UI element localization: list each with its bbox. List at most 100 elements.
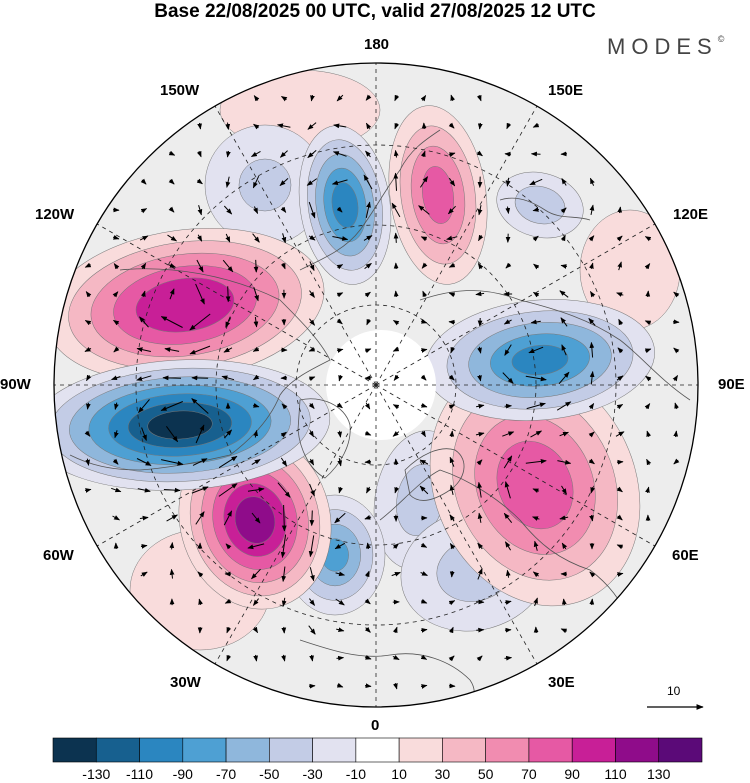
wind-vector: [422, 290, 428, 298]
wind-vector: [391, 202, 401, 218]
wind-vector: [138, 399, 150, 414]
wind-vector: [448, 152, 456, 157]
wind-vector: [309, 598, 315, 606]
coastline-scandinavia: [404, 448, 465, 501]
wind-vector: [253, 259, 259, 273]
wind-vector: [85, 291, 92, 298]
wind-vector: [560, 234, 566, 242]
wind-vector: [392, 654, 400, 661]
wind-vector: [364, 626, 371, 633]
wind-vector: [253, 206, 259, 215]
wind-vector: [225, 286, 231, 303]
wind-vector: [477, 346, 482, 354]
wind-vector: [169, 568, 175, 579]
anomaly-contour: [147, 410, 213, 440]
wind-vector: [505, 569, 511, 578]
meridian: [96, 384, 377, 547]
wind-vector: [558, 371, 570, 385]
chart-title: Base 22/08/2025 00 UTC, valid 27/08/2025…: [154, 1, 596, 22]
wind-vector: [364, 263, 372, 269]
wind-vector: [644, 236, 652, 242]
lon-label-60e: 60E: [672, 547, 699, 564]
wind-vector: [420, 654, 428, 660]
wind-vector: [618, 318, 624, 326]
wind-vector: [252, 403, 260, 408]
wind-vector: [111, 487, 122, 493]
wind-vector: [420, 542, 428, 548]
wind-vector: [281, 654, 286, 662]
wind-vector: [559, 431, 569, 437]
wind-vector: [673, 291, 680, 298]
wind-vector: [392, 431, 400, 437]
wind-vector: [672, 319, 680, 325]
wind-vector: [309, 483, 315, 497]
wind-vector: [336, 402, 343, 409]
coastline-siberia: [419, 290, 691, 401]
wind-vector: [533, 540, 539, 551]
wind-vector: [447, 205, 456, 215]
wind-vector: [528, 346, 544, 354]
colorbar-swatch: [139, 737, 184, 763]
brand-name: MODES: [607, 34, 718, 59]
wind-vector: [334, 512, 346, 524]
colorbar-tick-label: 50: [477, 766, 494, 782]
coastline-kamchatka: [499, 197, 591, 221]
wind-vector: [532, 488, 540, 494]
wind-vector: [364, 570, 370, 578]
colorbar-swatch: [485, 737, 530, 763]
anomaly-contour: [238, 158, 292, 212]
wind-vector: [252, 233, 260, 243]
wind-vector: [226, 654, 232, 662]
wind-vector: [588, 235, 595, 242]
wind-vector: [112, 235, 120, 240]
wind-vector: [140, 544, 148, 549]
coastline-alaska: [299, 129, 441, 271]
wind-vector: [504, 655, 513, 661]
wind-vector: [252, 175, 260, 189]
wind-vector: [225, 176, 231, 188]
wind-vector: [532, 235, 539, 242]
wind-vector: [307, 122, 317, 130]
wind-vector: [140, 571, 148, 577]
wind-vector: [505, 262, 512, 269]
colorbar: [52, 737, 703, 763]
wind-vector: [478, 234, 484, 242]
wind-vector: [195, 511, 205, 525]
wind-vectors: [84, 94, 680, 690]
wind-vector: [557, 459, 572, 465]
meridian: [96, 223, 377, 386]
colorbar-tick-label: -130: [82, 766, 111, 782]
wind-vector: [561, 177, 567, 186]
wind-vector: [673, 347, 680, 354]
wind-vector: [189, 345, 211, 355]
wind-vector: [281, 626, 287, 634]
wind-vector: [560, 207, 567, 214]
wind-vector: [448, 655, 455, 662]
anomaly-contour: [421, 166, 455, 224]
anomaly-neg-150w: [204, 124, 326, 246]
wind-vector: [589, 371, 595, 385]
wind-vector: [141, 290, 146, 298]
meridian: [375, 384, 538, 665]
wind-vector: [525, 375, 547, 382]
wind-vector: [253, 598, 259, 606]
wind-vector: [140, 178, 147, 185]
wind-vector: [449, 514, 455, 522]
wind-vector: [307, 150, 317, 158]
wind-vector: [137, 487, 151, 493]
wind-vector: [334, 542, 346, 550]
anomaly-neg-85w: [54, 359, 331, 491]
wind-vector: [617, 206, 623, 214]
wind-vector: [84, 488, 92, 493]
wind-vector: [336, 94, 344, 102]
wind-vector: [674, 402, 679, 410]
wind-vector: [450, 346, 456, 354]
wind-vector: [391, 571, 401, 577]
wind-vector: [419, 176, 429, 188]
wind-vector: [310, 94, 315, 102]
wind-vector: [615, 431, 625, 437]
wind-vector: [450, 94, 455, 102]
wind-vector: [393, 149, 399, 158]
wind-vector: [449, 456, 455, 467]
wind-vector: [366, 318, 372, 326]
